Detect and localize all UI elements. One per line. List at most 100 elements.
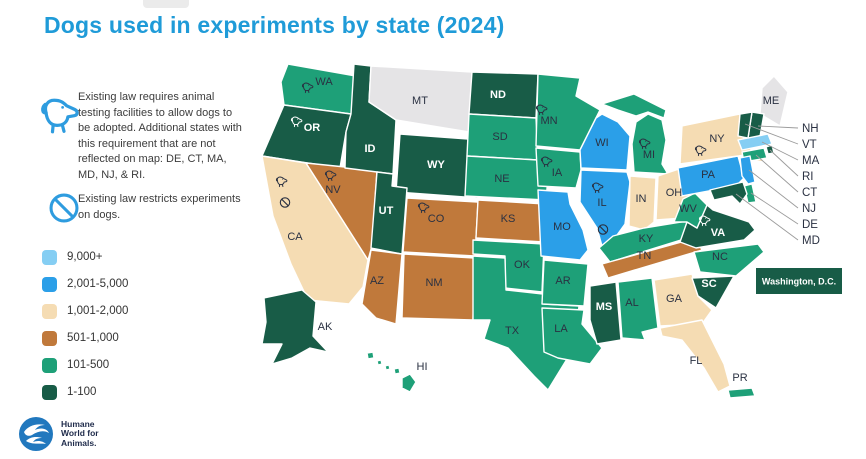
state-co xyxy=(402,197,479,257)
state-wi xyxy=(579,113,631,171)
state-label-ny: NY xyxy=(709,133,725,145)
legend-swatch xyxy=(42,276,57,292)
state-tx xyxy=(472,255,580,391)
state-fl xyxy=(659,319,731,393)
state-label-mi: MI xyxy=(643,149,655,161)
legend-label: 501-1,000 xyxy=(67,332,119,344)
state-label-pr: PR xyxy=(732,372,747,384)
state-nj xyxy=(739,155,756,185)
state-label-pa: PA xyxy=(701,169,716,181)
callout-label-md: MD xyxy=(802,235,820,247)
state-label-mt: MT xyxy=(412,95,428,107)
callout-label-de: DE xyxy=(802,219,818,231)
state-label-or: OR xyxy=(304,122,321,134)
state-label-me: ME xyxy=(763,95,780,107)
legend-label: 9,000+ xyxy=(67,251,103,263)
legend-label: 2,001-5,000 xyxy=(67,278,129,290)
callout-label-ri: RI xyxy=(802,171,814,183)
logo-text-line: Humane xyxy=(61,418,95,429)
dc-box xyxy=(756,268,842,294)
state-label-ms: MS xyxy=(596,301,613,313)
state-label-nd: ND xyxy=(490,89,506,101)
state-label-ky: KY xyxy=(639,233,654,245)
state-mi xyxy=(601,93,669,175)
state-label-ak: AK xyxy=(318,321,333,333)
state-label-ne: NE xyxy=(494,173,509,185)
callout-label-vt: VT xyxy=(802,139,817,151)
state-label-ut: UT xyxy=(379,205,394,217)
page-title: Dogs used in experiments by state (2024) xyxy=(44,12,505,38)
legend-item-501-1000: 501-1,000 xyxy=(42,329,128,347)
state-label-ca: CA xyxy=(287,231,303,243)
state-ak xyxy=(261,289,329,365)
state-label-nv: NV xyxy=(325,184,341,196)
legend-item-101-500: 101-500 xyxy=(42,356,128,374)
callout-line-ma xyxy=(761,141,799,161)
state-label-mo: MO xyxy=(553,221,571,233)
state-wv xyxy=(673,192,708,229)
state-label-ks: KS xyxy=(501,213,516,225)
state-la xyxy=(541,307,603,365)
state-label-oh: OH xyxy=(666,187,683,199)
state-label-al: AL xyxy=(625,297,638,309)
state-label-co: CO xyxy=(428,213,445,225)
state-label-ia: IA xyxy=(552,167,563,179)
state-mo xyxy=(537,189,589,261)
note-adoption-law: Existing law requires animal testing fac… xyxy=(78,91,242,181)
callout-line-ct xyxy=(755,154,799,193)
state-label-nm: NM xyxy=(425,277,442,289)
legend-swatch xyxy=(42,303,57,319)
dc-label: Washington, D.C. xyxy=(762,277,836,287)
legend-swatch xyxy=(42,330,57,346)
state-pr xyxy=(727,387,756,399)
callout-label-ct: CT xyxy=(802,187,817,199)
state-ar xyxy=(541,259,589,307)
logo-animals-icon xyxy=(19,417,53,451)
state-label-in: IN xyxy=(636,193,647,205)
state-mt xyxy=(368,65,473,133)
state-ms xyxy=(589,281,622,345)
state-label-ok: OK xyxy=(514,259,531,271)
callout-line-vt xyxy=(744,123,799,145)
state-label-wa: WA xyxy=(315,76,333,88)
state-label-la: LA xyxy=(554,323,568,335)
state-label-tn: TN xyxy=(637,250,652,262)
callout-line-de xyxy=(750,192,799,225)
state-al xyxy=(617,277,659,341)
state-md xyxy=(709,181,748,205)
legend-item-1-100: 1-100 xyxy=(42,383,128,401)
legend-label: 101-500 xyxy=(67,359,110,371)
callout-line-nh xyxy=(757,125,799,129)
state-label-ga: GA xyxy=(666,293,683,305)
callout-line-nj xyxy=(748,169,799,209)
legend-swatch xyxy=(42,249,57,265)
state-sc xyxy=(691,275,735,309)
state-label-wv: WV xyxy=(679,203,697,215)
state-label-va: VA xyxy=(711,227,726,239)
state-label-il: IL xyxy=(597,197,606,209)
legend: 9,000+ 2,001-5,000 1,001-2,000 501-1,000 101… xyxy=(42,248,128,410)
state-label-id: ID xyxy=(365,143,376,155)
state-label-hi: HI xyxy=(417,361,428,373)
state-mn xyxy=(535,73,601,151)
state-label-fl: FL xyxy=(690,355,703,367)
logo-text-line: Animals. xyxy=(61,437,97,448)
callout-label-nh: NH xyxy=(802,123,819,135)
logo-wordmark: Humane World for Animals. xyxy=(61,418,99,449)
logo-text-line: World for xyxy=(61,428,99,439)
state-label-az: AZ xyxy=(370,275,384,287)
callout-label-nj: NJ xyxy=(802,203,816,215)
legend-label: 1-100 xyxy=(67,386,97,398)
legend-item-2001-5000: 2,001-5,000 xyxy=(42,275,128,293)
state-label-sd: SD xyxy=(492,131,507,143)
note-restrict-law: Existing law restricts experiments on do… xyxy=(78,193,241,221)
legend-swatch xyxy=(42,357,57,373)
state-nc xyxy=(693,243,765,277)
state-me xyxy=(759,75,789,127)
prohibition-icon xyxy=(46,190,82,226)
us-map: WA OR CA NV ID MT WY UT CO AZ NM ND SD NE KS OK TX MN IA MO… xyxy=(250,52,866,444)
state-de xyxy=(743,183,757,204)
top-artifact xyxy=(143,0,189,8)
state-wy xyxy=(395,133,483,199)
